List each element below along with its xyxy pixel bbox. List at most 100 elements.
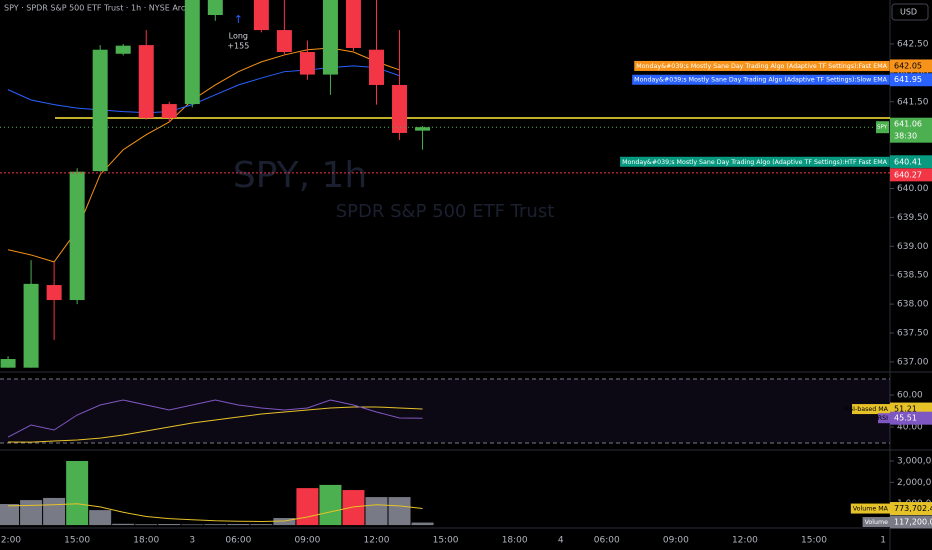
volume-bar (342, 490, 365, 526)
candle-body (69, 171, 85, 301)
x-tick-label: 09:00 (663, 536, 689, 546)
y-tick-label: 641.50 (897, 97, 929, 107)
symbol-tag-bg (876, 121, 889, 134)
currency[interactable]: USD (900, 8, 917, 17)
name-tag-bg (634, 60, 890, 71)
name-tag: Monday&#039;s Mostly Sane Day Trading Al… (634, 60, 890, 71)
symbol-tag: SPY (877, 125, 888, 131)
value-tag-label: 640.41 (894, 157, 922, 166)
volume-bar (365, 497, 388, 526)
signal-note: +155 (227, 42, 249, 51)
candle-body (322, 0, 338, 75)
candle-body (161, 104, 177, 118)
y-tick-label: 640.00 (897, 184, 929, 194)
value-tag: 641.95 (890, 73, 932, 87)
value-tag-bg (890, 117, 932, 131)
x-tick-label: 06:00 (594, 536, 620, 546)
name-tag-bg (850, 503, 891, 514)
value-tag-bg (890, 502, 932, 516)
name-tag-bg (632, 74, 890, 85)
name-tag-bg (620, 156, 890, 167)
candle-body (207, 0, 223, 16)
value-tag-label: 642.05 (894, 61, 922, 70)
name-tag-bg (862, 517, 891, 527)
x-tick-label: 1 (880, 536, 886, 546)
name-tag-bg (878, 413, 890, 424)
x-tick-label: 06:00 (225, 536, 251, 546)
x-tick-label: 4 (558, 536, 564, 546)
value-tag-label: 117,200.00 (894, 518, 932, 527)
value-tag-bg (890, 129, 932, 143)
currency-button[interactable] (891, 3, 929, 21)
value-tag-bg (890, 73, 932, 87)
volume-bar (411, 522, 434, 526)
x-tick-label: 12:00 (732, 536, 758, 546)
candle-body (415, 127, 431, 131)
y-tick-label: 639.00 (897, 242, 929, 252)
rsi-line (7, 399, 423, 438)
candle-body (368, 49, 384, 85)
x-tick-label: 3 (189, 536, 195, 546)
y-tick-label: 638.00 (897, 300, 929, 310)
candle-body (23, 283, 39, 368)
x-tick-label: 09:00 (294, 536, 320, 546)
candle-body (46, 285, 62, 301)
value-tag-bg (890, 168, 932, 182)
name-tag-label: Monday&#039;s Mostly Sane Day Trading Al… (636, 63, 887, 70)
x-tick-label: 18:00 (502, 536, 528, 546)
watermark: SPY, 1h (233, 155, 367, 196)
volume-bar (250, 524, 273, 526)
signal-arrow: ↑ (234, 13, 243, 26)
candle-body (138, 45, 154, 118)
name-tag-label: Monday&#039;s Mostly Sane Day Trading Al… (622, 159, 888, 166)
x-tick-label: 15:00 (433, 536, 459, 546)
volume-bar (181, 524, 204, 526)
rsi-plot (0, 378, 890, 444)
candle-body (115, 45, 131, 54)
value-tag: 640.27 (890, 168, 932, 182)
value-tag-bg (890, 59, 932, 73)
value-tag-label: 38:30 (894, 132, 917, 141)
name-tag: Monday&#039;s Mostly Sane Day Trading Al… (632, 74, 890, 85)
value-tag: 642.05 (890, 59, 932, 73)
price-plot (0, 0, 890, 368)
value-tag-label: 640.27 (894, 170, 922, 179)
signal-label: Long (229, 32, 248, 41)
candle-body (184, 0, 200, 105)
volume-bar (158, 524, 181, 526)
value-tag-bg (890, 155, 932, 169)
y-tick-label: 637.00 (897, 357, 929, 367)
volume-bar (319, 484, 342, 526)
candle-body (276, 30, 292, 53)
name-tag-label: Volume (865, 519, 889, 526)
candle-body (92, 49, 108, 172)
candle-body (392, 84, 408, 133)
value-tag: 641.06 (890, 117, 932, 131)
y-tick-label: 642.50 (897, 39, 929, 49)
name-tag-label: Volume MA (853, 506, 889, 513)
candle-body (345, 0, 361, 48)
volume-bar (296, 488, 319, 526)
value-tag: 45.51 (890, 411, 932, 425)
volume-bar (273, 518, 296, 526)
volume-plot (0, 460, 434, 526)
volume-bar (135, 524, 158, 526)
x-tick-label: 12:00 (364, 536, 390, 546)
name-tag-label: Monday&#039;s Mostly Sane Day Trading Al… (634, 77, 888, 84)
rsi-line (8, 406, 423, 443)
x-tick-label: 15:00 (801, 536, 827, 546)
value-tag-label: 45.51 (894, 414, 917, 423)
value-tag-label: 773,702.45 (894, 504, 932, 513)
y-tick-label: 637.50 (897, 329, 929, 339)
volume-bar (0, 504, 20, 526)
name-tag-bg (852, 404, 890, 415)
volume-bar (227, 524, 250, 526)
volume-bar (66, 460, 89, 526)
volume-bar (112, 523, 135, 526)
x-tick-label: 18:00 (133, 536, 159, 546)
name-tag-label: RSI-based MA (845, 406, 889, 413)
volume-bar (204, 524, 227, 526)
